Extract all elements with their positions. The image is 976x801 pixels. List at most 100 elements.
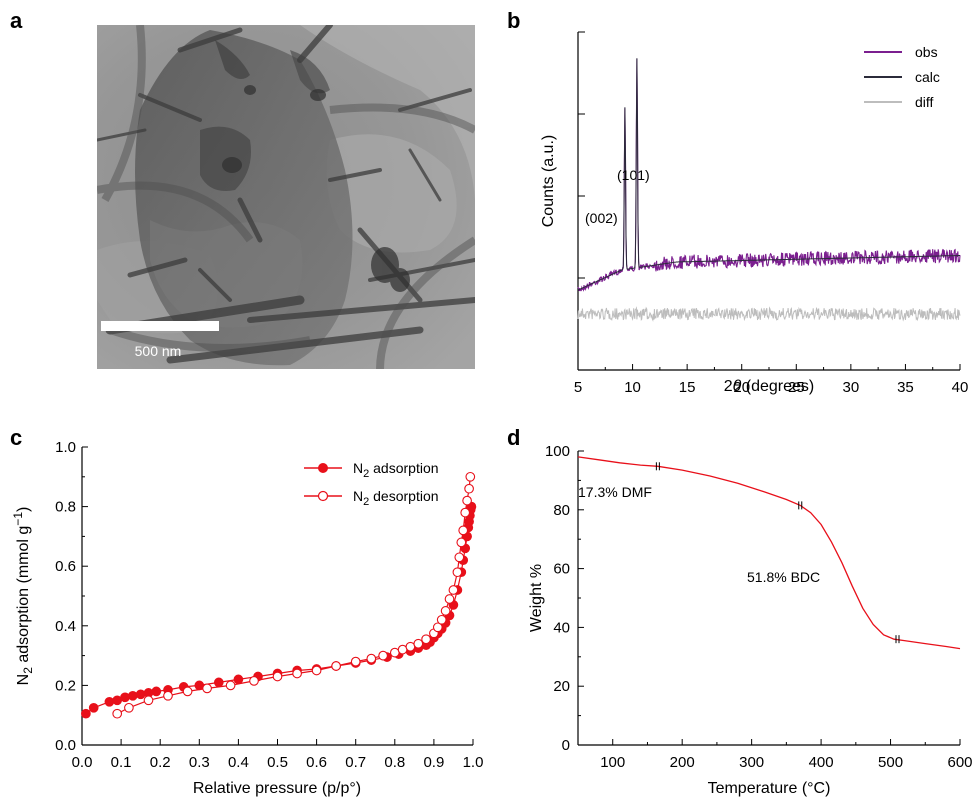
desorption-point-25: [448, 585, 459, 595]
series-diff-line: [577, 306, 961, 322]
desorption-point-0: [112, 708, 123, 719]
panel-c-legend: N2 adsorption N2 desorption: [304, 460, 439, 508]
panel-b-xtick-label-40: 40: [952, 379, 969, 396]
panel-c-xtick-label-0.9: 0.9: [423, 754, 444, 771]
panel-d-ytick-label-100: 100: [545, 443, 570, 460]
panel-d-xlabel: Temperature (°C): [708, 780, 831, 797]
panel-b-xtick-label-5: 5: [574, 379, 582, 396]
panel-d-ytick-label-60: 60: [553, 561, 570, 578]
peak-annotation-002: (002): [585, 210, 618, 226]
desorption-point-26: [452, 567, 463, 578]
legend-label-diff: diff: [915, 94, 934, 110]
desorption-point-10: [311, 665, 322, 676]
desorption-point-32: [464, 483, 474, 494]
tga-step-marker-0: [655, 462, 660, 471]
panel-c-xtick-label-0.4: 0.4: [228, 754, 249, 771]
desorption-point-33: [465, 471, 476, 482]
panel-b-xtick-label-20: 20: [733, 379, 750, 396]
panel-c-xtick-label-0.8: 0.8: [384, 754, 405, 771]
scale-bar: [101, 321, 219, 331]
panel-d-ytick-label-0: 0: [562, 737, 570, 754]
legend-label-calc: calc: [915, 69, 940, 85]
desorption-point-5: [202, 683, 212, 694]
panel-c-xtick-label-0.5: 0.5: [267, 754, 288, 771]
panel-b-legend: obs calc diff: [864, 44, 940, 110]
desorption-point-22: [436, 614, 447, 625]
panel-d-ytick-label-40: 40: [553, 619, 570, 636]
desorption-point-14: [378, 650, 388, 661]
adsorption-point-13: [233, 674, 244, 685]
panel-label-d: d: [507, 425, 521, 450]
adsorption-point-0: [81, 708, 91, 719]
panel-d-xtick-label-500: 500: [878, 754, 903, 771]
desorption-point-7: [249, 676, 259, 686]
desorption-point-23: [440, 606, 451, 616]
panel-c-ytick-label-1.0: 1.0: [55, 439, 76, 456]
panel-label-b: b: [507, 8, 521, 33]
legend-label-desorption: N2 desorption: [353, 488, 439, 508]
desorption-point-18: [413, 638, 424, 649]
desorption-point-4: [182, 686, 193, 697]
panel-c-xlabel: Relative pressure (p/p°): [193, 780, 361, 797]
panel-b-xtick-label-25: 25: [788, 379, 805, 396]
desorption-point-24: [444, 594, 455, 604]
panel-label-c: c: [10, 425, 23, 450]
desorption-point-1: [124, 702, 134, 713]
desorption-point-31: [462, 495, 472, 506]
adsorption-point-1: [88, 702, 99, 713]
panel-c-ytick-label-0.2: 0.2: [55, 677, 76, 694]
desorption-point-12: [350, 656, 361, 667]
series-obs-line: [577, 58, 961, 292]
desorption-point-8: [272, 671, 283, 682]
desorption-point-9: [292, 668, 302, 679]
panel-c-xtick-label-0.6: 0.6: [306, 754, 327, 771]
desorption-point-3: [163, 690, 173, 701]
legend-label-obs: obs: [915, 44, 938, 60]
tga-step-marker-2: [895, 635, 900, 644]
panel-d-ytick-label-20: 20: [553, 678, 570, 695]
annotation-bdc: 51.8% BDC: [747, 569, 820, 585]
panel-d-xtick-label-300: 300: [739, 754, 764, 771]
panel-c-ylabel: N2 adsorption (mmol g−1): [11, 507, 35, 686]
legend-label-adsorption: N2 adsorption: [353, 460, 439, 480]
panel-d-xtick-label-100: 100: [600, 754, 625, 771]
tga-step-marker-1: [798, 501, 803, 510]
panel-b-xtick-label-30: 30: [843, 379, 860, 396]
legend-marker-desorption: [317, 490, 329, 502]
desorption-point-29: [458, 525, 469, 536]
panel-c-ytick-label-0.6: 0.6: [55, 558, 76, 575]
desorption-point-19: [421, 634, 431, 645]
panel-c-ytick-label-0.0: 0.0: [55, 737, 76, 754]
panel-b-xlabel: 2θ (degrees): [724, 378, 815, 395]
adsorption-point-8: [151, 686, 162, 697]
scale-bar-label: 500 nm: [135, 343, 182, 359]
panel-d-ytick-label-80: 80: [553, 502, 570, 519]
peak-annotation-101: (101): [617, 167, 650, 183]
panel-c-xtick-label-0.3: 0.3: [189, 754, 210, 771]
adsorption-point-12: [213, 677, 224, 688]
panel-b-ylabel: Counts (a.u.): [540, 135, 557, 227]
desorption-point-21: [432, 622, 443, 633]
panel-d-ylabel: Weight %: [528, 564, 545, 632]
panel-c-xtick-label-0.2: 0.2: [150, 754, 171, 771]
desorption-point-28: [456, 537, 467, 548]
desorption-point-2: [143, 695, 154, 706]
panel-c-ytick-label-0.4: 0.4: [55, 618, 76, 635]
panel-b-xtick-label-15: 15: [679, 379, 696, 396]
panel-b-xtick-label-35: 35: [897, 379, 914, 396]
desorption-point-30: [460, 507, 471, 518]
desorption-point-6: [225, 680, 236, 691]
panel-label-a: a: [10, 8, 23, 33]
panel-d-xtick-label-400: 400: [809, 754, 834, 771]
panel-d-xtick-label-200: 200: [670, 754, 695, 771]
desorption-point-11: [331, 661, 341, 671]
series-calc-line: [577, 58, 960, 291]
panel-c-xtick-label-0.7: 0.7: [345, 754, 366, 771]
panel-c-xtick-label-0.1: 0.1: [111, 754, 132, 771]
desorption-point-27: [454, 552, 465, 563]
annotation-dmf: 17.3% DMF: [578, 484, 652, 500]
